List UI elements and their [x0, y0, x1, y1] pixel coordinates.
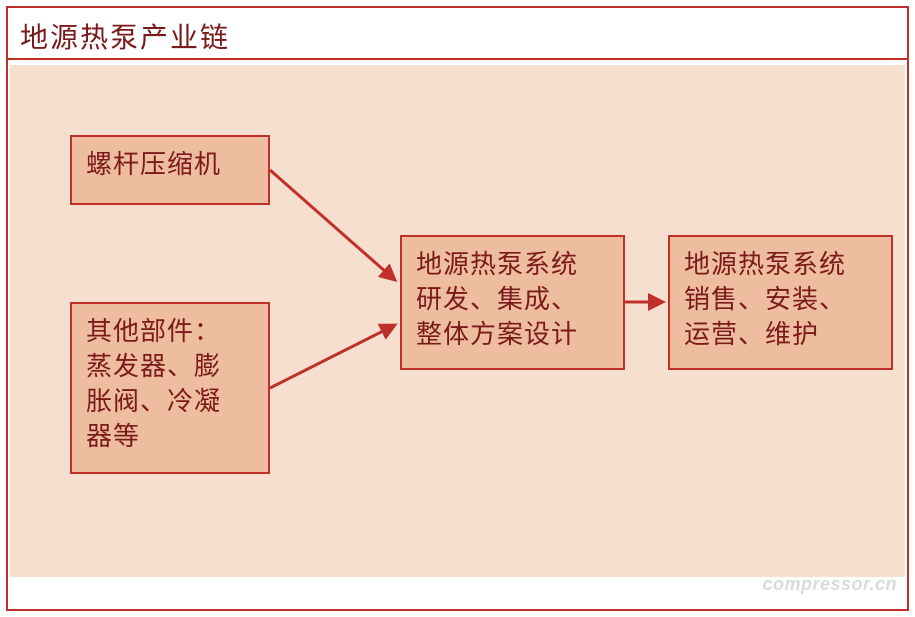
- diagram-title: 地源热泵产业链: [20, 16, 230, 56]
- flow-node-n1: 螺杆压缩机: [70, 135, 270, 205]
- flow-node-n3: 地源热泵系统研发、集成、整体方案设计: [400, 235, 625, 370]
- flow-node-n2: 其他部件：蒸发器、膨胀阀、冷凝器等: [70, 302, 270, 474]
- watermark: compressor.cn: [762, 574, 897, 595]
- flow-node-n4: 地源热泵系统销售、安装、运营、维护: [668, 235, 893, 370]
- title-divider: [6, 58, 909, 60]
